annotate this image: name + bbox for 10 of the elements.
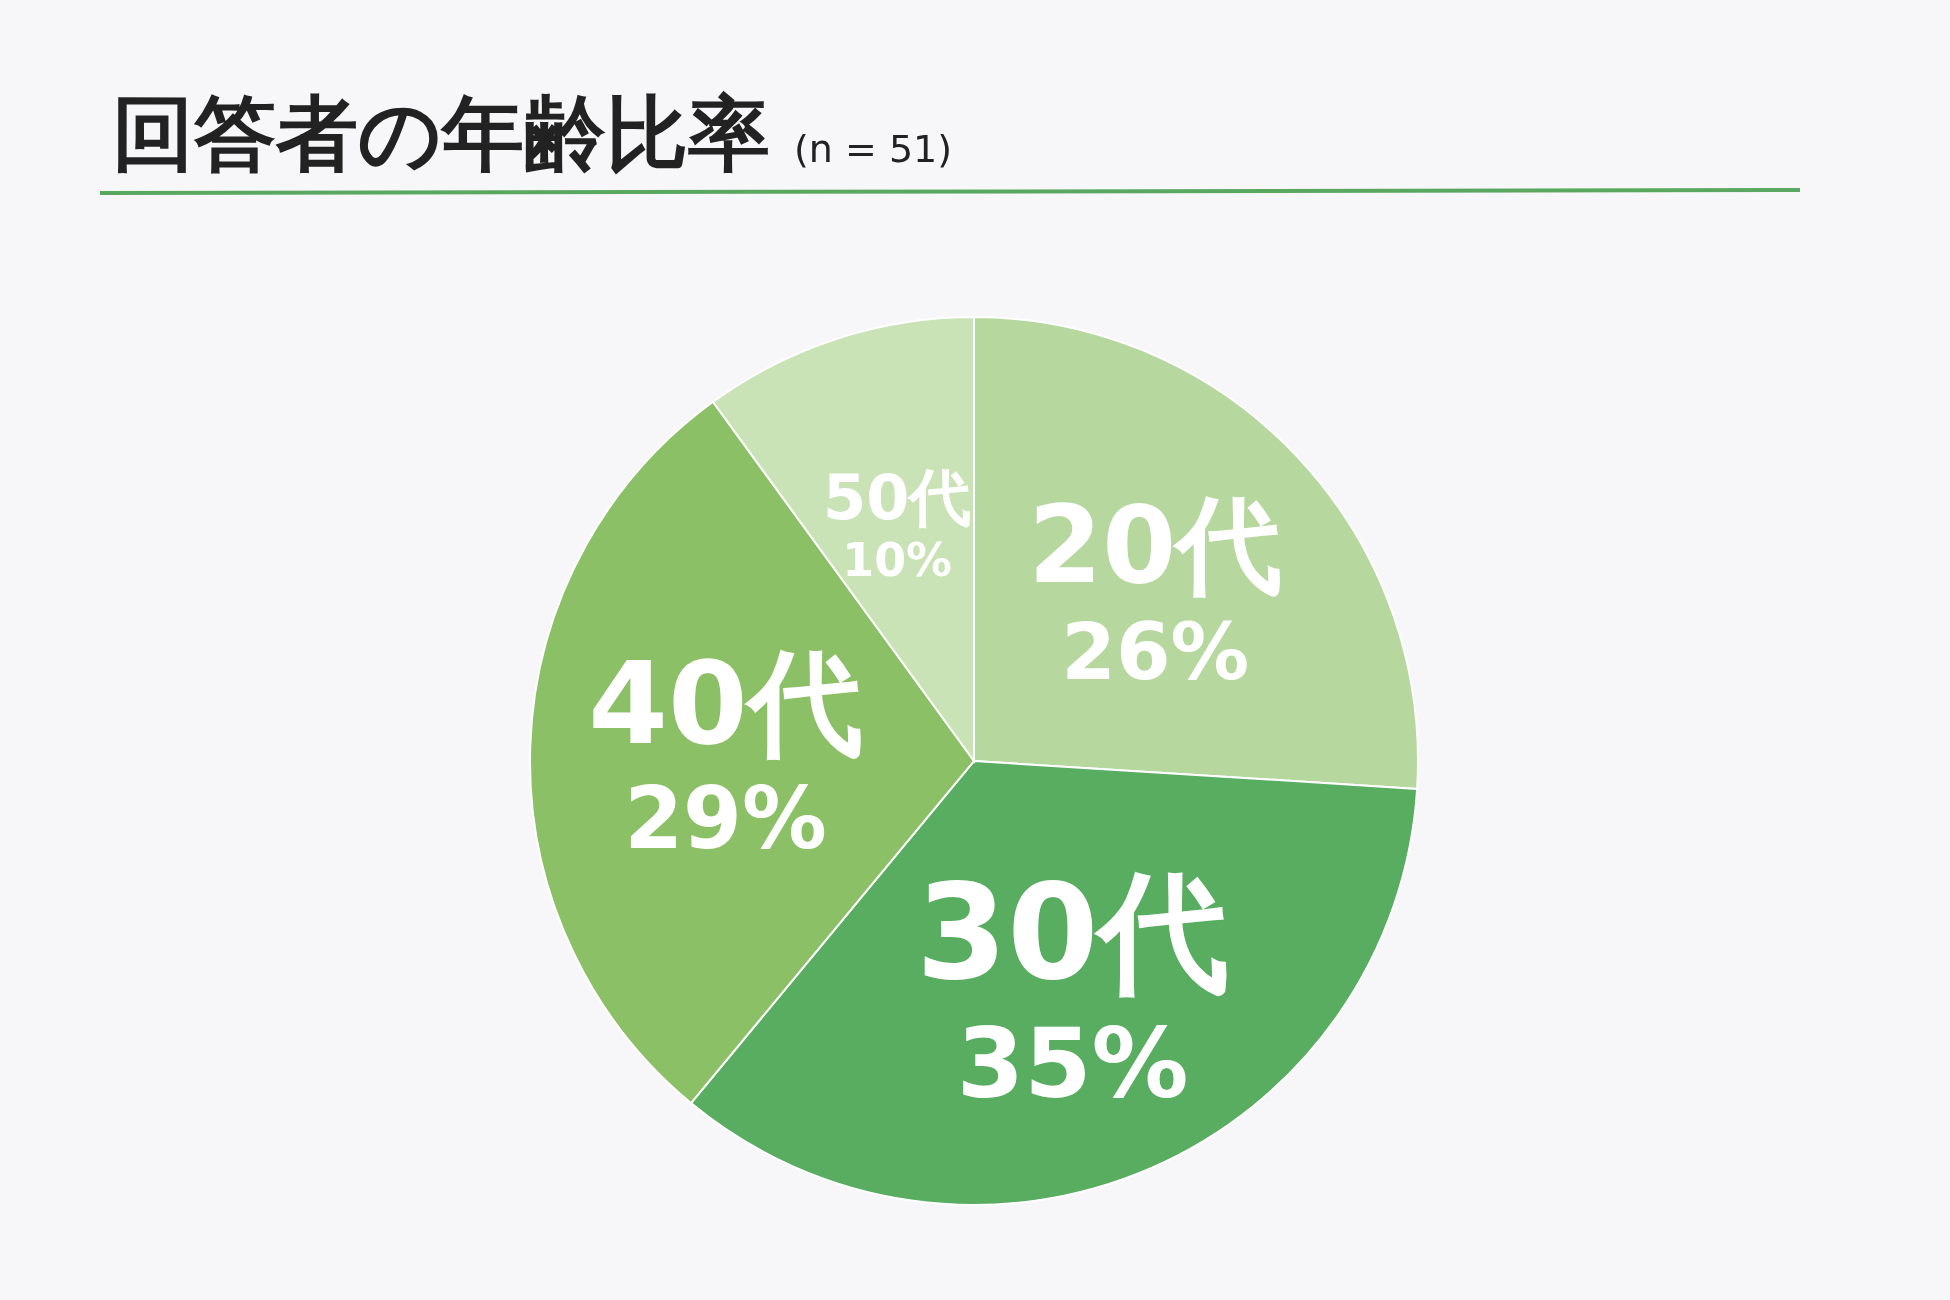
- slice-label: 50代: [822, 461, 972, 535]
- chart-subtitle: (n = 51): [794, 127, 953, 171]
- data-label: 35%: [956, 1007, 1189, 1121]
- slice-label: 20代: [1028, 482, 1283, 607]
- slice-label: 40代: [588, 637, 863, 771]
- slice-label: 30代: [916, 855, 1230, 1009]
- data-label: 29%: [624, 768, 827, 868]
- data-label: 26%: [1061, 605, 1250, 698]
- data-label: 10%: [842, 532, 953, 587]
- chart-title: 回答者の年齢比率: [112, 86, 770, 181]
